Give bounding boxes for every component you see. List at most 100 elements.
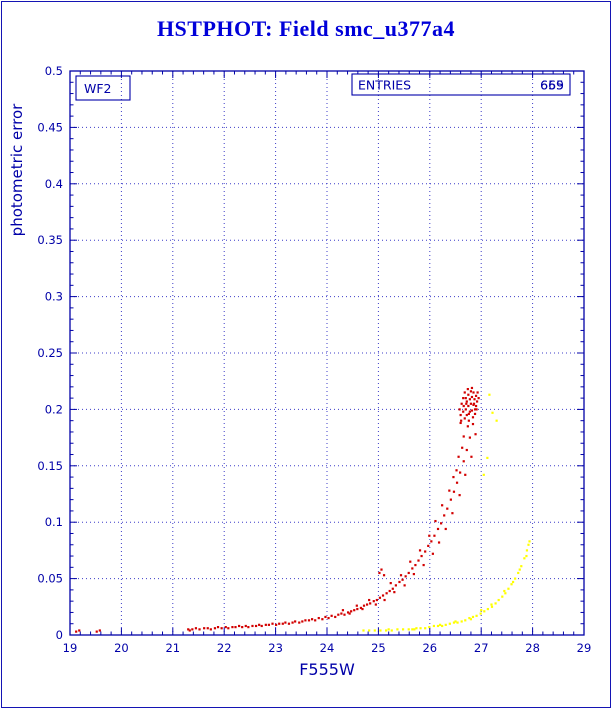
data-point [497, 598, 500, 602]
data-point [441, 624, 444, 628]
data-point [514, 577, 517, 580]
data-point [187, 628, 190, 631]
data-point [254, 624, 258, 628]
data-point [382, 574, 386, 577]
data-point [460, 419, 463, 422]
data-point [98, 629, 101, 632]
y-tick-label: 0.4 [45, 177, 63, 191]
data-point [396, 628, 399, 631]
data-point [470, 455, 473, 458]
data-point [467, 412, 470, 416]
data-point [387, 628, 390, 631]
x-axis-label: F555W [299, 660, 355, 679]
data-point [417, 559, 420, 562]
data-point [474, 394, 478, 397]
data-point [418, 549, 422, 552]
data-point [340, 612, 343, 615]
data-point [501, 595, 504, 598]
data-point [491, 411, 494, 414]
data-point [341, 609, 345, 612]
data-point [334, 615, 337, 619]
data-point [314, 619, 317, 622]
data-point [373, 629, 376, 632]
data-point [241, 626, 244, 629]
data-point [464, 408, 467, 411]
data-point [428, 534, 431, 537]
data-point [390, 629, 393, 632]
data-point [216, 626, 220, 629]
data-point [244, 624, 247, 628]
data-point [374, 603, 377, 606]
data-point [455, 469, 458, 472]
data-point [75, 630, 78, 633]
data-point [459, 471, 462, 474]
data-point [355, 604, 358, 607]
data-point [460, 402, 463, 405]
data-point [510, 583, 513, 586]
data-point [427, 544, 430, 547]
data-point [477, 397, 480, 400]
data-point [389, 582, 392, 585]
data-point [443, 514, 446, 517]
data-point [444, 527, 447, 531]
data-point [415, 627, 418, 630]
data-point [424, 550, 427, 553]
data-point [385, 629, 388, 632]
data-point [458, 494, 461, 497]
x-tick-label: 29 [577, 641, 592, 655]
data-point [517, 571, 520, 575]
data-point [378, 571, 381, 575]
data-point [464, 397, 467, 400]
data-point [462, 460, 465, 463]
data-point [383, 598, 386, 602]
x-tick-label: 23 [268, 641, 283, 655]
data-point [471, 615, 475, 619]
data-point [281, 622, 284, 625]
data-point [220, 627, 223, 630]
x-tick-label: 19 [63, 641, 78, 655]
data-point [278, 622, 281, 625]
data-point [401, 578, 404, 581]
data-point [440, 522, 443, 525]
data-point [372, 600, 375, 603]
data-point [391, 587, 394, 590]
data-point [473, 398, 476, 401]
data-point [330, 614, 333, 617]
data-point [224, 626, 227, 629]
data-point [511, 580, 515, 584]
data-point [437, 541, 441, 544]
y-tick-label: 0.1 [45, 515, 63, 529]
data-point [520, 565, 523, 568]
entries-value: 659 [540, 78, 564, 93]
data-point [420, 554, 423, 558]
data-point [407, 628, 410, 631]
data-point [304, 619, 307, 622]
data-point [462, 397, 465, 400]
data-point [462, 404, 465, 408]
data-point [448, 622, 451, 625]
x-tick-label: 21 [165, 641, 180, 655]
tick-labels: 19 20 21 22 23 24 25 26 27 28 29 0 0.05 0.1 0.15 0.2 0.2… [37, 64, 591, 655]
data-point [380, 568, 383, 571]
data-point [430, 540, 433, 543]
data-point [291, 621, 294, 624]
data-point [203, 627, 206, 630]
data-point [468, 410, 471, 413]
data-point [431, 552, 434, 555]
chip-label: WF2 [84, 81, 112, 96]
data-point [353, 609, 356, 612]
grid-lines [70, 71, 584, 635]
y-tick-label: 0.15 [37, 459, 63, 473]
data-point [350, 610, 353, 613]
data-point [459, 421, 462, 425]
data-point [490, 603, 493, 606]
data-point [411, 567, 414, 570]
data-point [472, 402, 476, 405]
x-tick-label: 28 [525, 641, 540, 655]
data-point [460, 620, 463, 623]
data-point [494, 602, 497, 605]
data-point [399, 574, 403, 577]
data-point [507, 587, 510, 590]
y-tick-label: 0.25 [37, 346, 63, 360]
data-point [480, 609, 483, 612]
